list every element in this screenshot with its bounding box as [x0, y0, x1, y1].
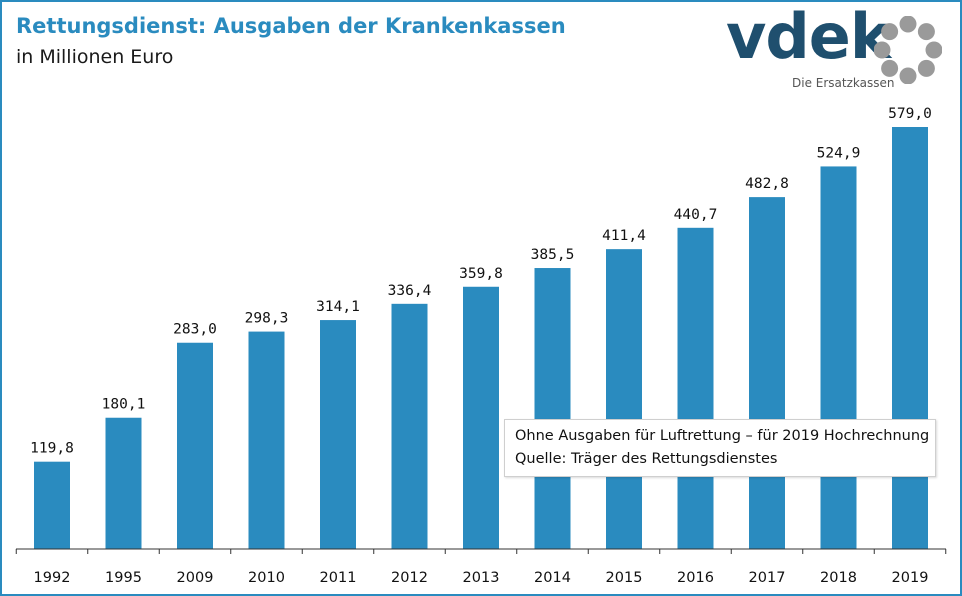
bar-1995: [105, 417, 142, 549]
value-label-2018: 524,9: [817, 145, 861, 161]
bar-2010: [248, 331, 285, 549]
vdek-logo: vdek Die Ersatzkassen: [724, 6, 954, 94]
x-tick-label-2019: 2019: [892, 570, 929, 586]
value-label-2012: 336,4: [388, 283, 432, 299]
logo-ring-segment: [874, 41, 891, 59]
logo-ring-segment: [925, 41, 942, 59]
value-label-2019: 579,0: [888, 106, 932, 122]
value-label-2009: 283,0: [173, 322, 217, 338]
bar-2012: [391, 303, 428, 549]
logo-tagline: Die Ersatzkassen: [792, 76, 895, 90]
x-tick-label-2018: 2018: [820, 570, 857, 586]
value-label-2016: 440,7: [674, 207, 718, 223]
logo-wordmark: vdek: [726, 0, 891, 73]
value-label-2013: 359,8: [459, 266, 503, 282]
x-tick-label-2013: 2013: [463, 570, 500, 586]
logo-ring-segment: [899, 67, 917, 84]
bar-2009: [177, 342, 213, 549]
x-tick-label-2011: 2011: [320, 570, 357, 586]
bar-2017: [749, 197, 785, 549]
x-tick-label-2012: 2012: [391, 570, 428, 586]
x-tick-label-2015: 2015: [606, 570, 643, 586]
bar-2018: [820, 166, 857, 549]
value-label-1995: 180,1: [102, 397, 146, 413]
value-label-2017: 482,8: [745, 176, 789, 192]
value-label-2010: 298,3: [245, 311, 289, 327]
x-tick-label-2016: 2016: [677, 570, 714, 586]
x-tick-label-2009: 2009: [177, 570, 214, 586]
bar-2013: [463, 286, 499, 549]
logo-ring-segment: [881, 23, 899, 41]
note-box: Ohne Ausgaben für Luftrettung – für 2019…: [504, 419, 936, 477]
bar-2015: [606, 249, 642, 549]
x-tick-label-1992: 1992: [34, 570, 71, 586]
bar-2016: [677, 227, 714, 550]
note-exclusion-text: Ohne Ausgaben für Luftrettung – für 2019…: [515, 428, 930, 444]
chart-title: Rettungsdienst: Ausgaben der Krankenkass…: [16, 14, 566, 38]
value-label-2014: 385,5: [531, 247, 575, 263]
value-label-2015: 411,4: [602, 228, 646, 244]
note-source-text: Quelle: Träger des Rettungsdienstes: [515, 451, 778, 467]
x-tick-label-2017: 2017: [749, 570, 786, 586]
logo-ring-segment: [899, 16, 917, 33]
logo-ring-segment: [881, 59, 899, 77]
bar-2019: [892, 127, 928, 549]
bar-1992: [34, 461, 70, 549]
vdek-ring-logo-icon: [874, 16, 942, 84]
logo-ring-segment: [917, 23, 935, 41]
chart-subtitle: in Millionen Euro: [16, 46, 174, 68]
value-label-1992: 119,8: [30, 441, 74, 457]
bar-2011: [320, 320, 356, 549]
x-tick-label-2010: 2010: [248, 570, 285, 586]
x-tick-label-1995: 1995: [105, 570, 142, 586]
logo-ring-segment: [917, 59, 935, 77]
value-label-2011: 314,1: [316, 299, 360, 315]
bar-2014: [534, 268, 571, 549]
x-tick-label-2014: 2014: [534, 570, 571, 586]
